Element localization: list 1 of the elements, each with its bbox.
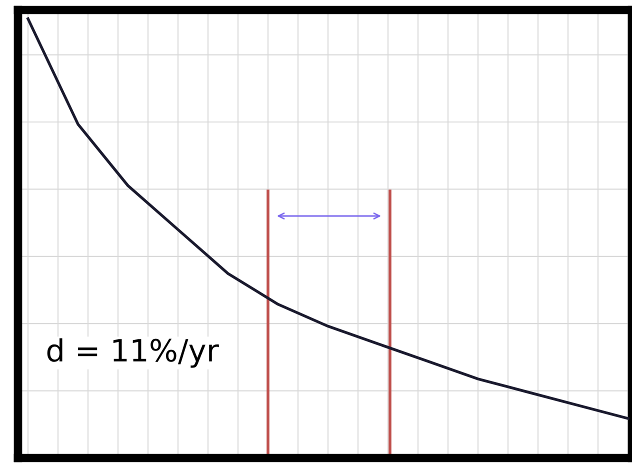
annotation: d = 11%/yr <box>47 338 219 368</box>
